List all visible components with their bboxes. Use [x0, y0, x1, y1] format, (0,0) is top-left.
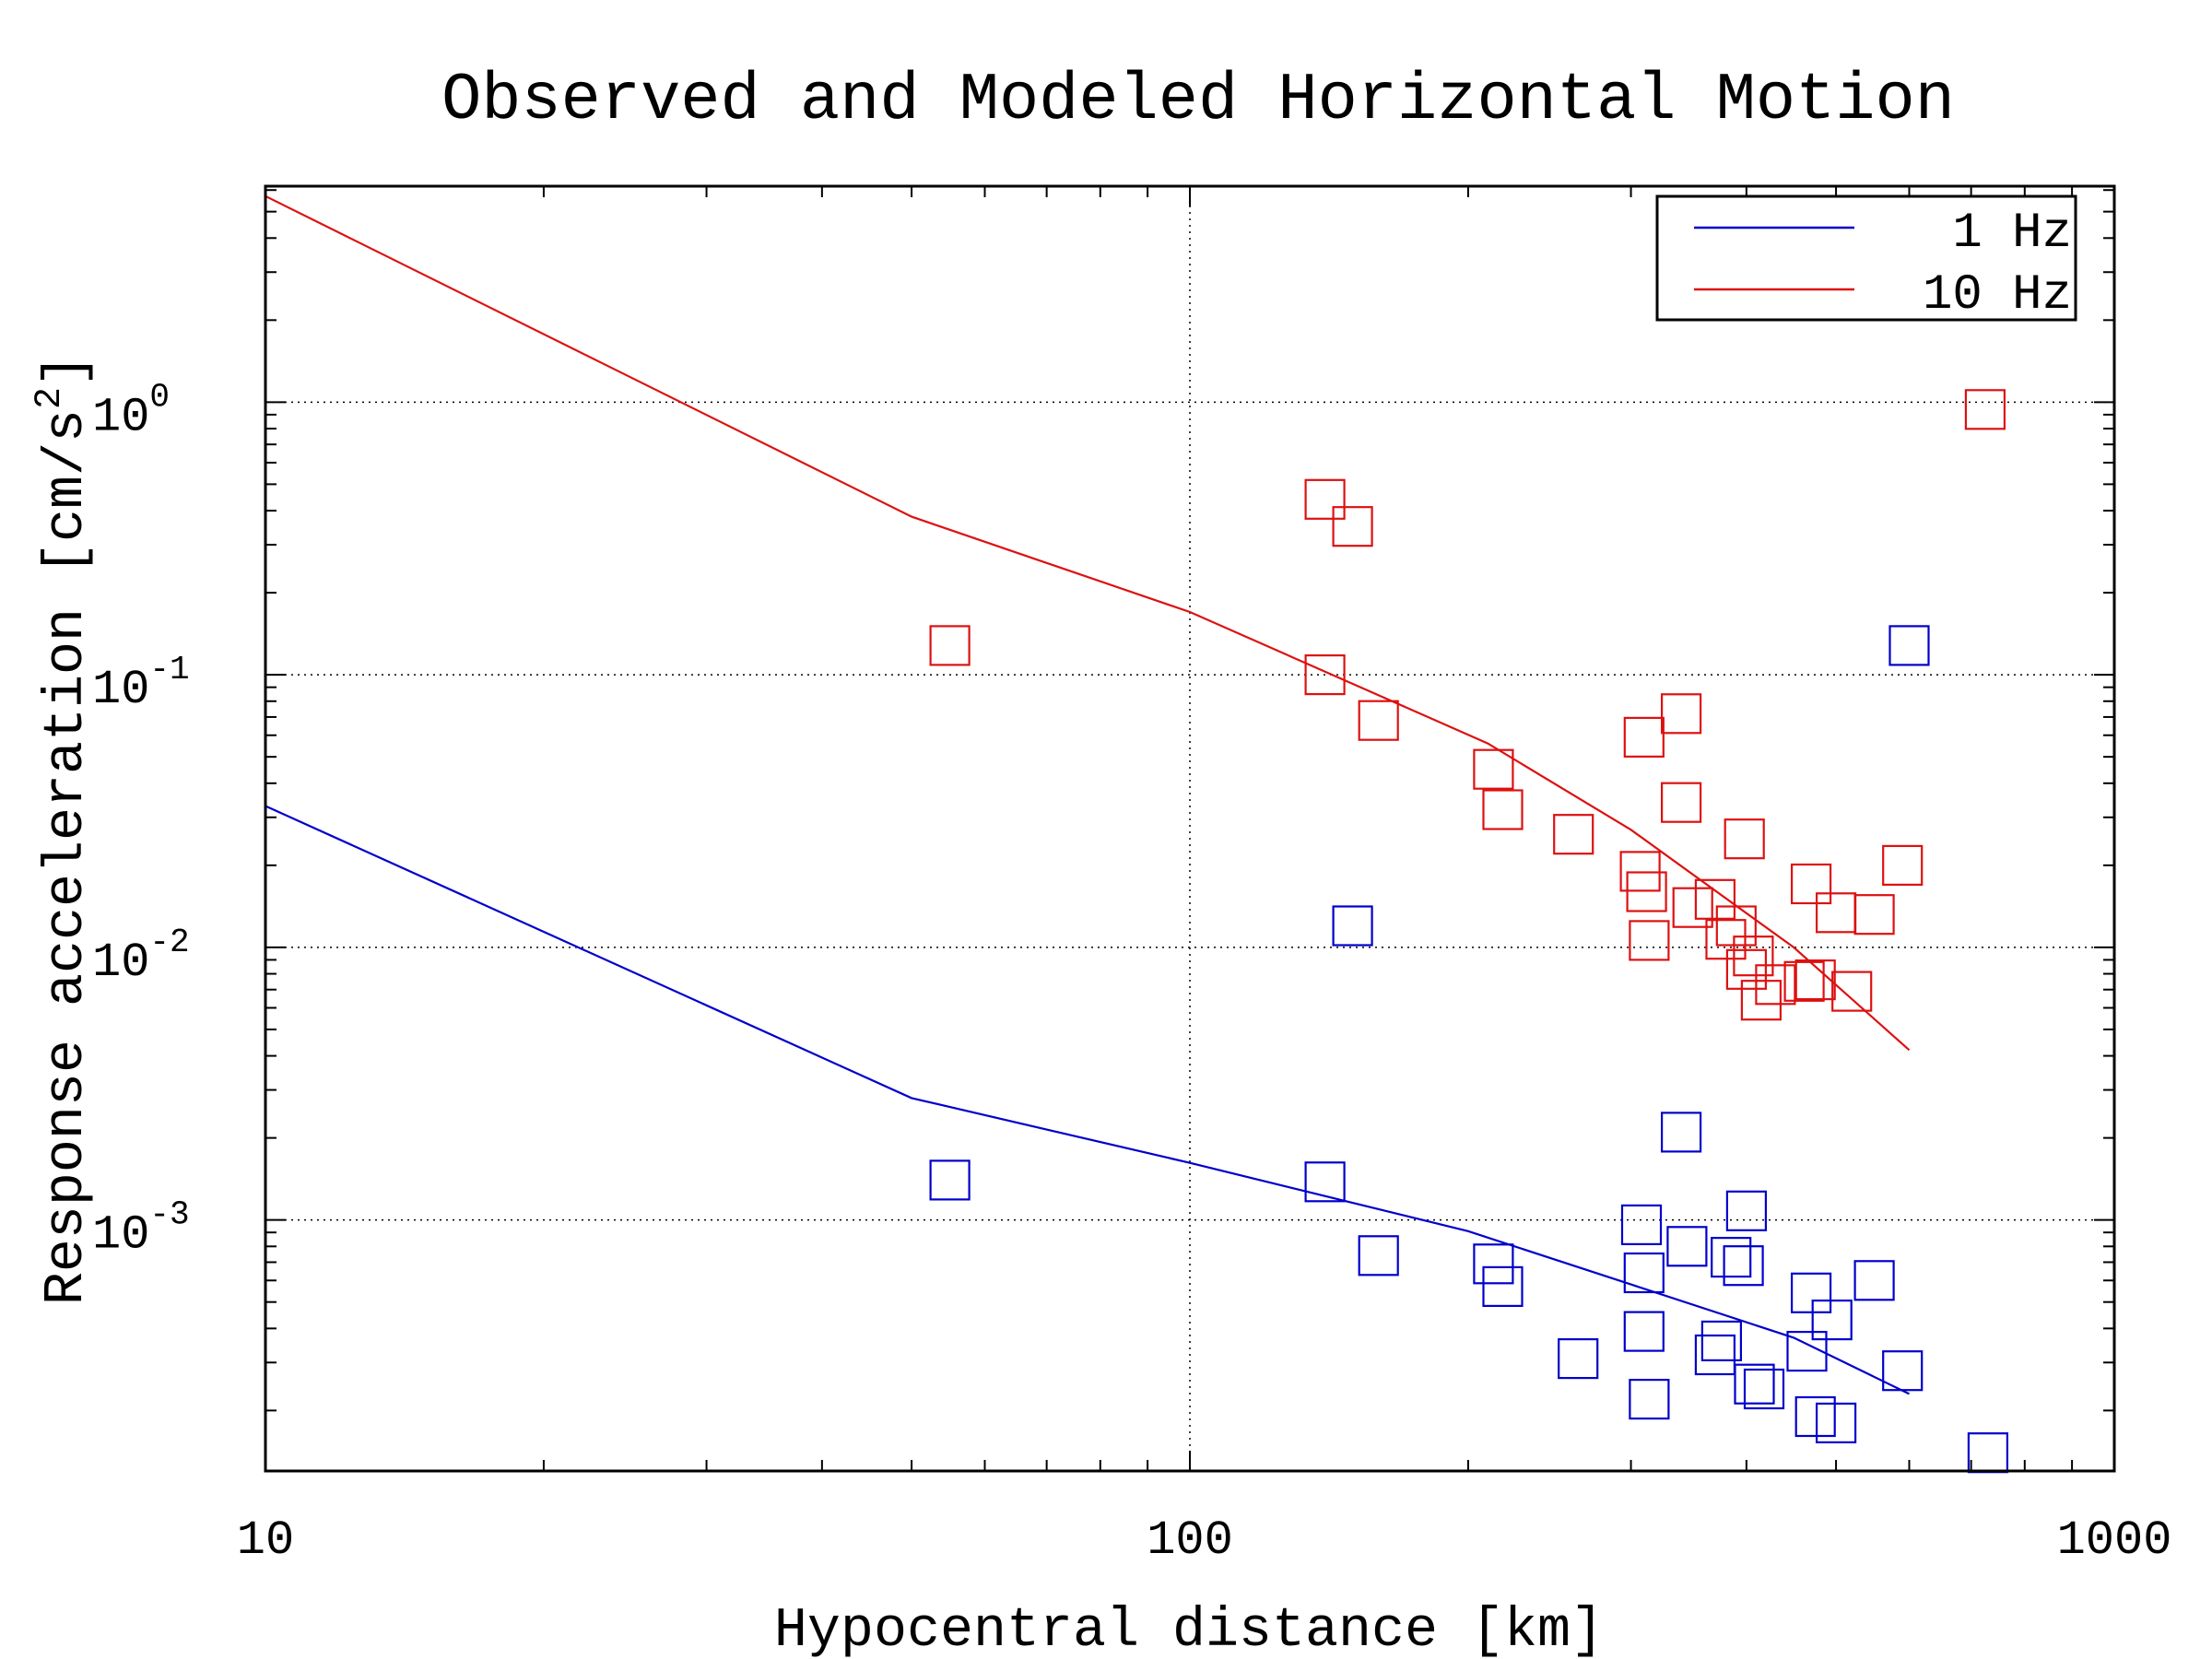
data-point-1hz: [1666, 1226, 1708, 1267]
data-point-1hz: [1794, 1395, 1836, 1438]
data-point-1hz: [1811, 1299, 1853, 1341]
axis-ticks: [265, 186, 2114, 1471]
legend: 1 Hz 10 Hz: [1655, 194, 2077, 324]
model-curves: [265, 194, 1911, 1395]
data-point-1hz: [1790, 1272, 1832, 1313]
data-point-10hz: [1831, 971, 1873, 1012]
data-point-10hz: [1473, 748, 1514, 790]
y-tick-label: 100: [92, 378, 170, 444]
data-point-1hz: [1620, 1204, 1663, 1246]
data-point-10hz: [1725, 948, 1768, 990]
data-point-1hz: [1853, 1260, 1895, 1301]
data-point-10hz: [1705, 919, 1747, 960]
y-tick-base: 10: [92, 663, 149, 717]
data-point-10hz: [1629, 920, 1670, 961]
observed-points: [929, 389, 2008, 1474]
data-point-10hz: [929, 625, 971, 666]
data-point-10hz: [1623, 716, 1665, 759]
data-point-1hz: [929, 1159, 971, 1201]
data-point-1hz: [1743, 1368, 1785, 1410]
data-point-1hz: [1623, 1252, 1665, 1294]
data-point-10hz: [1724, 818, 1765, 860]
data-point-1hz: [1482, 1265, 1524, 1308]
y-tick-exponent: -1: [149, 651, 189, 688]
data-point-10hz: [1783, 960, 1825, 1002]
y-axis-label: Response acceleration [cm/s2]: [29, 354, 99, 1305]
data-point-1hz: [1786, 1330, 1828, 1372]
data-point-10hz: [1482, 789, 1524, 830]
data-point-1hz: [1623, 1311, 1665, 1352]
y-tick-label: 10-3: [92, 1196, 190, 1263]
data-point-10hz: [1619, 851, 1661, 892]
data-point-10hz: [1715, 905, 1757, 947]
data-point-1hz: [1967, 1432, 2008, 1474]
data-point-1hz: [1332, 905, 1373, 947]
y-tick-label: 10-1: [92, 651, 190, 717]
data-point-10hz: [1964, 389, 2006, 430]
data-point-10hz: [1815, 892, 1857, 934]
y-tick-exponent: -2: [149, 924, 189, 961]
data-point-10hz: [1694, 878, 1736, 920]
data-point-1hz: [1358, 1235, 1399, 1277]
model-curve-10hz: [265, 194, 1911, 1052]
grid-lines: [265, 186, 2114, 1471]
data-point-10hz: [1660, 693, 1702, 735]
data-point-1hz: [1694, 1334, 1736, 1376]
data-point-1hz: [1700, 1320, 1743, 1362]
data-point-10hz: [1304, 478, 1346, 520]
x-axis-label: Hypocentral distance [km]: [774, 1600, 1604, 1659]
data-point-10hz: [1672, 887, 1713, 928]
y-axis-label-sup: 2: [29, 387, 71, 409]
y-tick-exponent: 0: [149, 378, 170, 416]
chart-title: Observed and Modeled Horizontal Motion: [441, 63, 1955, 138]
data-point-10hz: [1733, 935, 1774, 977]
data-point-10hz: [1304, 653, 1346, 696]
y-tick-base: 10: [92, 935, 149, 990]
legend-box: [1655, 194, 2077, 322]
x-tick-label: 1000: [2057, 1513, 2172, 1568]
data-point-1hz: [1723, 1245, 1764, 1287]
y-axis-label-main: Response acceleration [cm/s: [36, 409, 99, 1305]
data-point-1hz: [1711, 1236, 1752, 1278]
data-point-1hz: [1304, 1161, 1346, 1203]
y-tick-exponent: -3: [149, 1196, 189, 1234]
data-point-10hz: [1660, 782, 1702, 823]
y-tick-label: 10-2: [92, 924, 190, 990]
y-tick-base: 10: [92, 1208, 149, 1263]
data-point-1hz: [1734, 1363, 1775, 1405]
x-tick-label: 100: [1147, 1513, 1233, 1568]
y-tick-base: 10: [92, 390, 149, 444]
legend-label-1hz: 1 Hz: [1952, 206, 2072, 262]
x-tick-label: 10: [237, 1513, 294, 1568]
data-point-1hz: [1473, 1243, 1514, 1285]
data-point-1hz: [1629, 1378, 1670, 1420]
data-point-1hz: [1558, 1337, 1599, 1380]
data-point-10hz: [1790, 863, 1832, 905]
data-point-10hz: [1740, 980, 1783, 1021]
data-point-1hz: [1660, 1112, 1702, 1153]
model-curve-1hz: [265, 805, 1910, 1395]
data-point-10hz: [1755, 964, 1796, 1006]
data-point-1hz: [1882, 1350, 1924, 1392]
data-point-10hz: [1358, 700, 1399, 741]
data-point-10hz: [1882, 844, 1924, 887]
data-point-1hz: [1888, 625, 1930, 666]
data-point-10hz: [1553, 814, 1594, 855]
legend-label-10hz: 10 Hz: [1923, 267, 2072, 324]
data-point-1hz: [1725, 1190, 1768, 1231]
data-point-10hz: [1794, 959, 1836, 1001]
data-point-1hz: [1815, 1402, 1857, 1444]
y-axis-label-end: ]: [36, 354, 99, 387]
data-point-10hz: [1853, 894, 1895, 935]
data-point-10hz: [1332, 506, 1373, 547]
